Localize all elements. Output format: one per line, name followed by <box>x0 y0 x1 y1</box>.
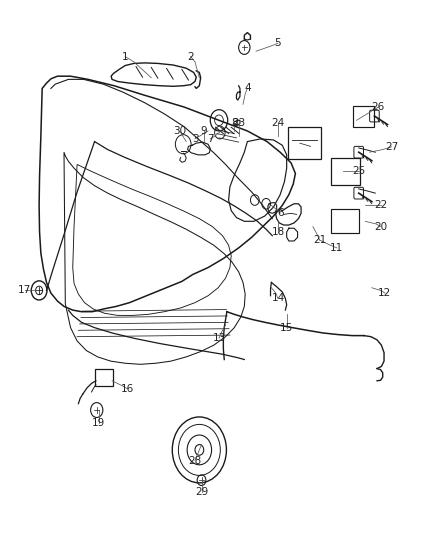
Text: 22: 22 <box>374 200 387 211</box>
Text: 2: 2 <box>187 52 194 61</box>
Text: 27: 27 <box>385 142 398 152</box>
Text: 20: 20 <box>374 222 387 232</box>
Text: 18: 18 <box>271 227 285 237</box>
Text: 25: 25 <box>352 166 365 176</box>
Text: 8: 8 <box>231 118 237 128</box>
Text: 6: 6 <box>277 208 283 219</box>
Text: 13: 13 <box>212 333 226 343</box>
Text: 12: 12 <box>378 288 392 298</box>
Text: 29: 29 <box>195 488 208 497</box>
Text: 11: 11 <box>330 243 343 253</box>
Text: 28: 28 <box>188 456 201 465</box>
Text: 30: 30 <box>173 126 186 136</box>
Text: 21: 21 <box>313 235 326 245</box>
Text: 1: 1 <box>122 52 128 61</box>
Text: 16: 16 <box>121 384 134 394</box>
Text: 3: 3 <box>192 134 198 144</box>
Text: 23: 23 <box>232 118 245 128</box>
Text: 7: 7 <box>207 134 214 144</box>
Text: 5: 5 <box>275 38 281 48</box>
Text: 24: 24 <box>271 118 285 128</box>
Text: 4: 4 <box>244 83 251 93</box>
Text: 15: 15 <box>280 322 293 333</box>
Text: 14: 14 <box>271 293 285 303</box>
Text: 17: 17 <box>18 286 32 295</box>
Text: 19: 19 <box>92 418 106 429</box>
Text: 9: 9 <box>201 126 207 136</box>
Text: 26: 26 <box>372 102 385 112</box>
